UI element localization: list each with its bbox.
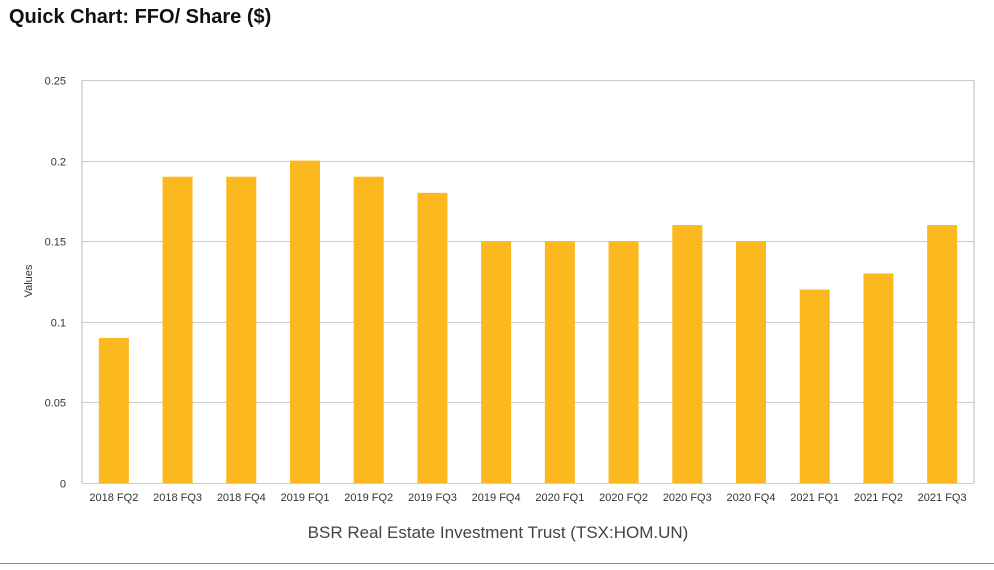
bar [226, 176, 257, 483]
bar [608, 241, 639, 483]
y-axis-ticks: 0 0.05 0.1 0.15 0.2 0.25 [45, 76, 66, 491]
bar [481, 241, 512, 483]
x-tick-label: 2020 FQ3 [663, 492, 712, 504]
x-tick-label: 2021 FQ2 [854, 492, 903, 504]
y-axis-label: Values [23, 264, 35, 297]
bar [863, 273, 894, 483]
x-tick-label: 2018 FQ4 [217, 492, 266, 504]
bar [544, 241, 575, 483]
bar [417, 192, 448, 483]
bars [98, 160, 958, 483]
x-tick-label: 2020 FQ2 [599, 492, 648, 504]
x-tick-label: 2019 FQ2 [344, 492, 393, 504]
bar [736, 241, 766, 483]
y-tick-label: 0.15 [45, 237, 66, 249]
bar [290, 160, 320, 483]
y-tick-label: 0.1 [51, 318, 66, 330]
bar [162, 176, 193, 483]
y-tick-label: 0.05 [45, 398, 66, 410]
y-tick-label: 0.25 [45, 76, 66, 88]
gridlines [81, 80, 975, 484]
bottom-divider [0, 563, 994, 564]
bar [672, 225, 703, 483]
x-tick-label: 2021 FQ3 [918, 492, 967, 504]
bar [98, 337, 129, 483]
x-axis-ticks: 2018 FQ2 2018 FQ3 2018 FQ4 2019 FQ1 2019 FQ2… [89, 492, 966, 504]
x-tick-label: 2018 FQ2 [89, 492, 138, 504]
bar [353, 176, 384, 483]
x-tick-label: 2019 FQ1 [281, 492, 330, 504]
x-tick-label: 2020 FQ1 [535, 492, 584, 504]
x-tick-label: 2021 FQ1 [790, 492, 839, 504]
x-axis-label: BSR Real Estate Investment Trust (TSX:HO… [308, 523, 689, 542]
y-tick-label: 0.2 [51, 157, 66, 169]
bar [927, 225, 958, 483]
x-tick-label: 2019 FQ3 [408, 492, 457, 504]
x-tick-label: 2019 FQ4 [472, 492, 521, 504]
y-tick-label: 0 [60, 479, 66, 491]
x-tick-label: 2018 FQ3 [153, 492, 202, 504]
x-tick-label: 2020 FQ4 [727, 492, 776, 504]
bar [799, 289, 830, 483]
chart-title: Quick Chart: FFO/ Share ($) [9, 6, 272, 28]
